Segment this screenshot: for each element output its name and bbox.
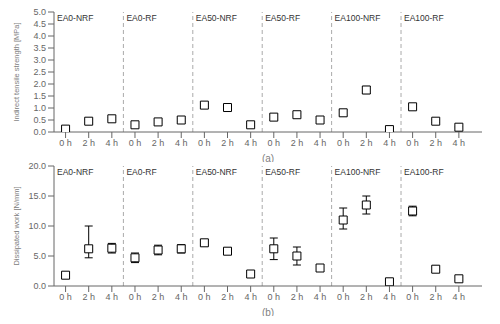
- svg-text:0 h: 0 h: [59, 292, 72, 302]
- svg-text:0 h: 0 h: [129, 292, 142, 302]
- svg-text:2 h: 2 h: [360, 138, 373, 148]
- svg-text:0.0: 0.0: [33, 127, 46, 137]
- svg-text:0.0: 0.0: [33, 281, 46, 291]
- svg-text:4 h: 4 h: [175, 138, 188, 148]
- svg-text:0 h: 0 h: [268, 292, 281, 302]
- svg-text:2 h: 2 h: [221, 292, 234, 302]
- svg-text:4 h: 4 h: [244, 138, 257, 148]
- svg-text:EA0-NRF: EA0-NRF: [57, 167, 93, 177]
- svg-text:4.0: 4.0: [33, 31, 46, 41]
- svg-text:2 h: 2 h: [291, 138, 304, 148]
- svg-text:0 h: 0 h: [337, 138, 350, 148]
- svg-text:5.0: 5.0: [33, 8, 46, 17]
- svg-text:4 h: 4 h: [383, 138, 396, 148]
- svg-text:EA50-RF: EA50-RF: [265, 167, 300, 177]
- svg-text:4 h: 4 h: [175, 292, 188, 302]
- svg-text:3.5: 3.5: [33, 43, 46, 53]
- svg-text:EA0-NRF: EA0-NRF: [57, 13, 93, 23]
- svg-text:3.0: 3.0: [33, 55, 46, 65]
- svg-text:4.5: 4.5: [33, 19, 46, 29]
- svg-text:1.0: 1.0: [33, 103, 46, 113]
- svg-text:2 h: 2 h: [82, 138, 95, 148]
- svg-text:0 h: 0 h: [59, 138, 72, 148]
- svg-text:Dissipated work [N/mm]: Dissipated work [N/mm]: [12, 186, 21, 265]
- svg-text:4 h: 4 h: [383, 292, 396, 302]
- svg-text:4 h: 4 h: [244, 292, 257, 302]
- svg-text:EA100-NRF: EA100-NRF: [335, 167, 381, 177]
- svg-text:EA100-RF: EA100-RF: [404, 167, 444, 177]
- svg-text:2 h: 2 h: [221, 138, 234, 148]
- svg-text:EA0-RF: EA0-RF: [126, 13, 156, 23]
- svg-text:4 h: 4 h: [106, 292, 119, 302]
- svg-text:2 h: 2 h: [152, 138, 165, 148]
- svg-text:EA50-NRF: EA50-NRF: [196, 13, 237, 23]
- svg-text:4 h: 4 h: [314, 138, 327, 148]
- svg-text:4 h: 4 h: [453, 138, 466, 148]
- svg-text:(a): (a): [262, 153, 274, 162]
- svg-text:0 h: 0 h: [406, 138, 419, 148]
- svg-text:10.0: 10.0: [28, 221, 46, 231]
- svg-text:5.0: 5.0: [33, 251, 46, 261]
- svg-text:0 h: 0 h: [337, 292, 350, 302]
- svg-text:15.0: 15.0: [28, 191, 46, 201]
- svg-text:2.0: 2.0: [33, 79, 46, 89]
- svg-text:2 h: 2 h: [82, 292, 95, 302]
- svg-text:EA50-RF: EA50-RF: [265, 13, 300, 23]
- svg-text:(b): (b): [262, 307, 274, 316]
- svg-text:0 h: 0 h: [268, 138, 281, 148]
- svg-text:0 h: 0 h: [406, 292, 419, 302]
- svg-text:2.5: 2.5: [33, 67, 46, 77]
- svg-text:Indirect tensile strength [MPa: Indirect tensile strength [MPa]: [12, 22, 21, 121]
- svg-text:4 h: 4 h: [453, 292, 466, 302]
- svg-text:2 h: 2 h: [360, 292, 373, 302]
- svg-text:2 h: 2 h: [291, 292, 304, 302]
- svg-text:2 h: 2 h: [429, 138, 442, 148]
- svg-text:EA0-RF: EA0-RF: [126, 167, 156, 177]
- svg-text:EA50-NRF: EA50-NRF: [196, 167, 237, 177]
- svg-text:4 h: 4 h: [106, 138, 119, 148]
- svg-text:0 h: 0 h: [198, 138, 211, 148]
- svg-text:20.0: 20.0: [28, 162, 46, 171]
- svg-text:2 h: 2 h: [152, 292, 165, 302]
- svg-text:4 h: 4 h: [314, 292, 327, 302]
- svg-text:EA100-NRF: EA100-NRF: [335, 13, 381, 23]
- svg-text:EA100-RF: EA100-RF: [404, 13, 444, 23]
- svg-text:0.5: 0.5: [33, 115, 46, 125]
- svg-text:0 h: 0 h: [129, 138, 142, 148]
- svg-text:0 h: 0 h: [198, 292, 211, 302]
- svg-text:2 h: 2 h: [429, 292, 442, 302]
- svg-text:1.5: 1.5: [33, 91, 46, 101]
